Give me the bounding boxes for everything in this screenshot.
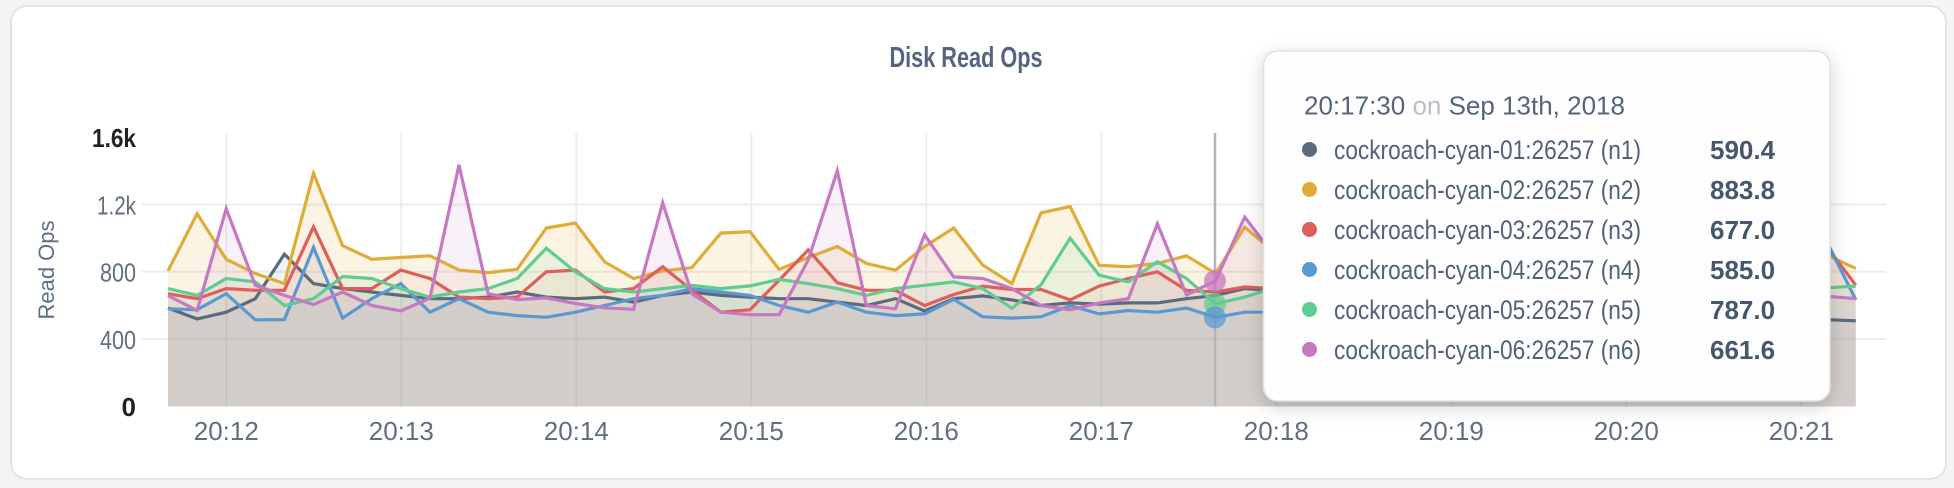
svg-text:cockroach-cyan-04:26257 (n4): cockroach-cyan-04:26257 (n4) <box>1334 255 1641 285</box>
svg-text:585.0: 585.0 <box>1710 255 1775 285</box>
svg-text:20:16: 20:16 <box>894 416 959 446</box>
svg-text:cockroach-cyan-05:26257 (n5): cockroach-cyan-05:26257 (n5) <box>1334 295 1641 325</box>
svg-text:20:13: 20:13 <box>369 416 434 446</box>
svg-text:590.4: 590.4 <box>1710 135 1776 165</box>
svg-text:cockroach-cyan-03:26257 (n3): cockroach-cyan-03:26257 (n3) <box>1334 215 1641 245</box>
svg-text:20:12: 20:12 <box>194 416 259 446</box>
svg-text:20:15: 20:15 <box>719 416 784 446</box>
svg-text:20:19: 20:19 <box>1419 416 1484 446</box>
svg-text:cockroach-cyan-02:26257 (n2): cockroach-cyan-02:26257 (n2) <box>1334 175 1641 205</box>
svg-text:cockroach-cyan-06:26257 (n6): cockroach-cyan-06:26257 (n6) <box>1334 335 1641 365</box>
svg-text:800: 800 <box>100 258 136 288</box>
svg-text:787.0: 787.0 <box>1710 295 1775 325</box>
svg-text:20:20: 20:20 <box>1594 416 1659 446</box>
svg-text:1.6k: 1.6k <box>92 123 136 153</box>
svg-text:20:17: 20:17 <box>1069 416 1134 446</box>
svg-text:677.0: 677.0 <box>1710 215 1775 245</box>
svg-text:20:17:30 on Sep 13th, 2018: 20:17:30 on Sep 13th, 2018 <box>1304 91 1625 121</box>
svg-text:20:14: 20:14 <box>544 416 609 446</box>
svg-text:cockroach-cyan-01:26257 (n1): cockroach-cyan-01:26257 (n1) <box>1334 135 1641 165</box>
svg-text:Read Ops: Read Ops <box>34 220 59 319</box>
svg-text:661.6: 661.6 <box>1710 335 1775 365</box>
svg-text:Disk Read Ops: Disk Read Ops <box>890 42 1043 74</box>
svg-text:1.2k: 1.2k <box>97 190 137 220</box>
svg-text:0: 0 <box>122 392 136 422</box>
svg-text:883.8: 883.8 <box>1710 175 1775 205</box>
svg-text:20:18: 20:18 <box>1244 416 1309 446</box>
svg-text:400: 400 <box>100 325 136 355</box>
svg-text:20:21: 20:21 <box>1769 416 1834 446</box>
